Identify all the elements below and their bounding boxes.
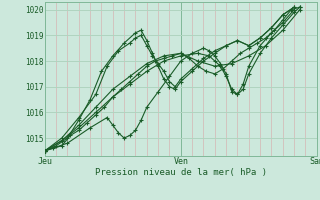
X-axis label: Pression niveau de la mer( hPa ): Pression niveau de la mer( hPa ) [95,168,267,177]
